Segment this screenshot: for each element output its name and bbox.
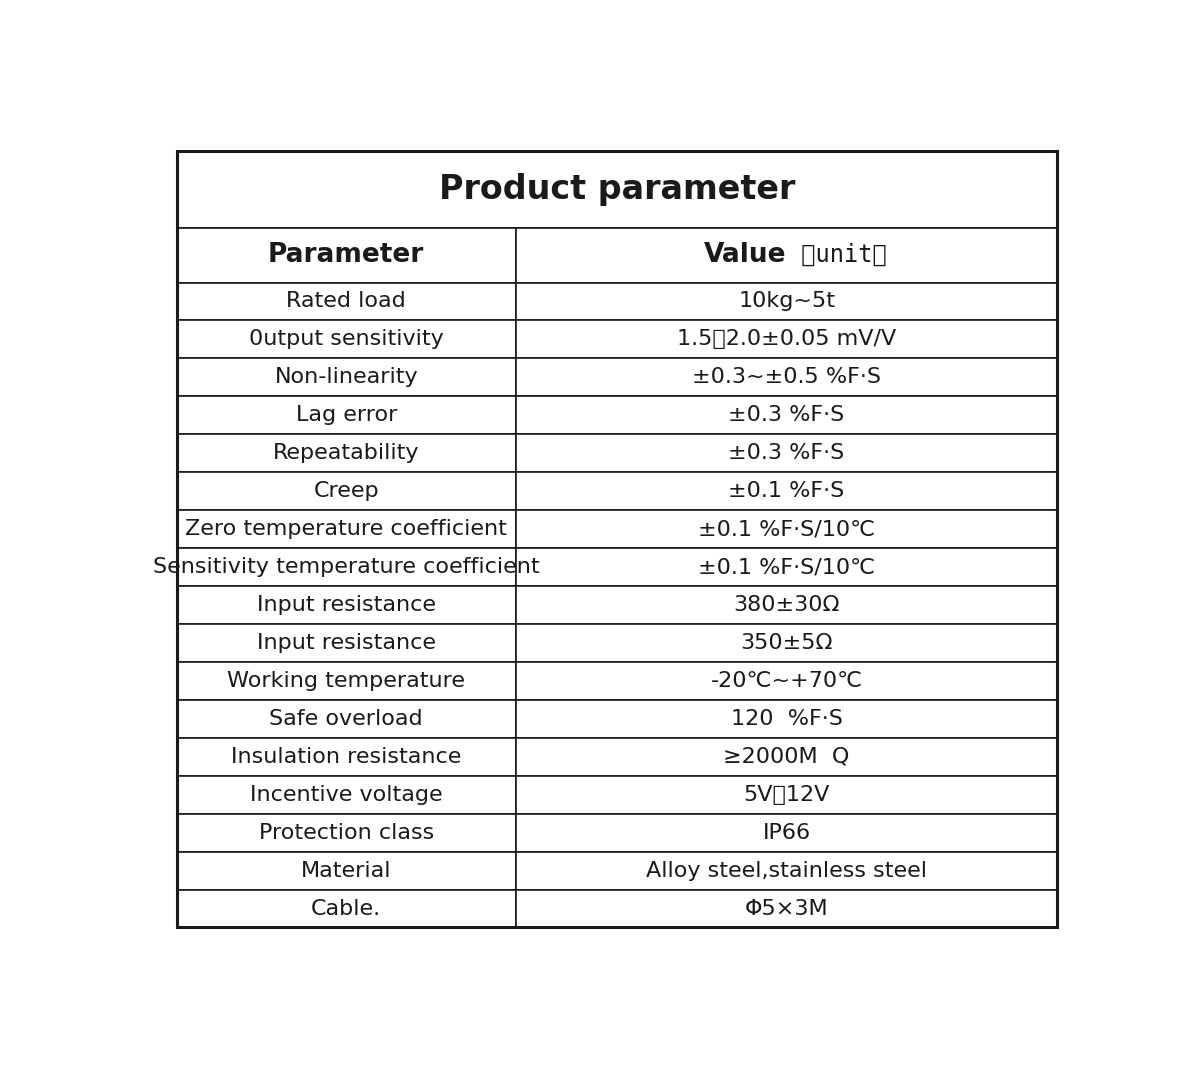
Bar xyxy=(515,320,1057,359)
Bar xyxy=(515,511,1057,548)
Text: ±0.1 %F·S/10℃: ±0.1 %F·S/10℃ xyxy=(698,519,875,539)
Bar xyxy=(515,472,1057,511)
Bar xyxy=(177,152,1057,227)
Bar xyxy=(177,283,515,320)
Bar xyxy=(177,548,515,586)
Text: IP66: IP66 xyxy=(762,822,810,843)
Text: Rated load: Rated load xyxy=(287,292,406,312)
Text: Alloy steel,stainless steel: Alloy steel,stainless steel xyxy=(647,861,927,881)
Text: ≥2000M  Q: ≥2000M Q xyxy=(724,747,850,767)
Bar xyxy=(177,396,515,435)
Bar xyxy=(515,624,1057,662)
Bar xyxy=(177,662,515,700)
Bar xyxy=(515,890,1057,927)
Bar xyxy=(177,624,515,662)
Text: Working temperature: Working temperature xyxy=(228,671,465,691)
Bar xyxy=(515,775,1057,814)
Bar xyxy=(177,890,515,927)
Bar xyxy=(177,435,515,472)
Bar xyxy=(515,662,1057,700)
Bar xyxy=(177,775,515,814)
Text: Incentive voltage: Incentive voltage xyxy=(250,785,443,804)
Bar xyxy=(177,851,515,890)
Text: 120  %F·S: 120 %F·S xyxy=(731,709,843,728)
Bar xyxy=(515,548,1057,586)
Bar xyxy=(515,283,1057,320)
Bar xyxy=(515,814,1057,851)
Text: ±0.3 %F·S: ±0.3 %F·S xyxy=(728,405,845,425)
Bar xyxy=(515,700,1057,738)
Text: Material: Material xyxy=(301,861,391,881)
Text: Protection class: Protection class xyxy=(259,822,433,843)
Text: Parameter: Parameter xyxy=(268,242,424,268)
Bar xyxy=(177,700,515,738)
Bar xyxy=(177,738,515,775)
Bar xyxy=(515,851,1057,890)
Bar xyxy=(177,320,515,359)
Text: 1.5～2.0±0.05 mV/V: 1.5～2.0±0.05 mV/V xyxy=(677,329,896,349)
Text: -20℃~+70℃: -20℃~+70℃ xyxy=(710,671,863,691)
Bar xyxy=(177,511,515,548)
Text: 350±5Ω: 350±5Ω xyxy=(740,633,833,653)
Text: Safe overload: Safe overload xyxy=(270,709,423,728)
Bar xyxy=(177,227,515,283)
Bar xyxy=(515,396,1057,435)
Text: Insulation resistance: Insulation resistance xyxy=(231,747,461,767)
Text: Lag error: Lag error xyxy=(295,405,397,425)
Text: Sensitivity temperature coefficient: Sensitivity temperature coefficient xyxy=(153,557,539,577)
Text: 5V～12V: 5V～12V xyxy=(743,785,830,804)
Bar xyxy=(177,359,515,396)
Text: Cable.: Cable. xyxy=(311,898,382,918)
Bar xyxy=(515,738,1057,775)
Text: Non-linearity: Non-linearity xyxy=(275,367,418,388)
Text: ±0.3 %F·S: ±0.3 %F·S xyxy=(728,443,845,464)
Bar xyxy=(515,586,1057,624)
Text: 380±30Ω: 380±30Ω xyxy=(733,595,840,615)
Text: ±0.1 %F·S/10℃: ±0.1 %F·S/10℃ xyxy=(698,557,875,577)
Bar xyxy=(177,814,515,851)
Text: Creep: Creep xyxy=(313,482,379,501)
Text: （unit）: （unit） xyxy=(786,244,886,267)
Text: Input resistance: Input resistance xyxy=(256,595,436,615)
Text: 10kg~5t: 10kg~5t xyxy=(738,292,836,312)
Bar xyxy=(515,359,1057,396)
Text: Zero temperature coefficient: Zero temperature coefficient xyxy=(185,519,507,539)
Text: ±0.3~±0.5 %F·S: ±0.3~±0.5 %F·S xyxy=(692,367,881,388)
Text: Φ5×3M: Φ5×3M xyxy=(745,898,828,918)
Text: Value: Value xyxy=(704,242,786,268)
Text: Input resistance: Input resistance xyxy=(256,633,436,653)
Bar xyxy=(515,435,1057,472)
Bar xyxy=(177,586,515,624)
Text: Product parameter: Product parameter xyxy=(439,173,795,206)
Text: 0utput sensitivity: 0utput sensitivity xyxy=(249,329,443,349)
Bar xyxy=(177,472,515,511)
Text: ±0.1 %F·S: ±0.1 %F·S xyxy=(728,482,845,501)
Text: Repeatability: Repeatability xyxy=(273,443,419,464)
Bar xyxy=(515,227,1057,283)
